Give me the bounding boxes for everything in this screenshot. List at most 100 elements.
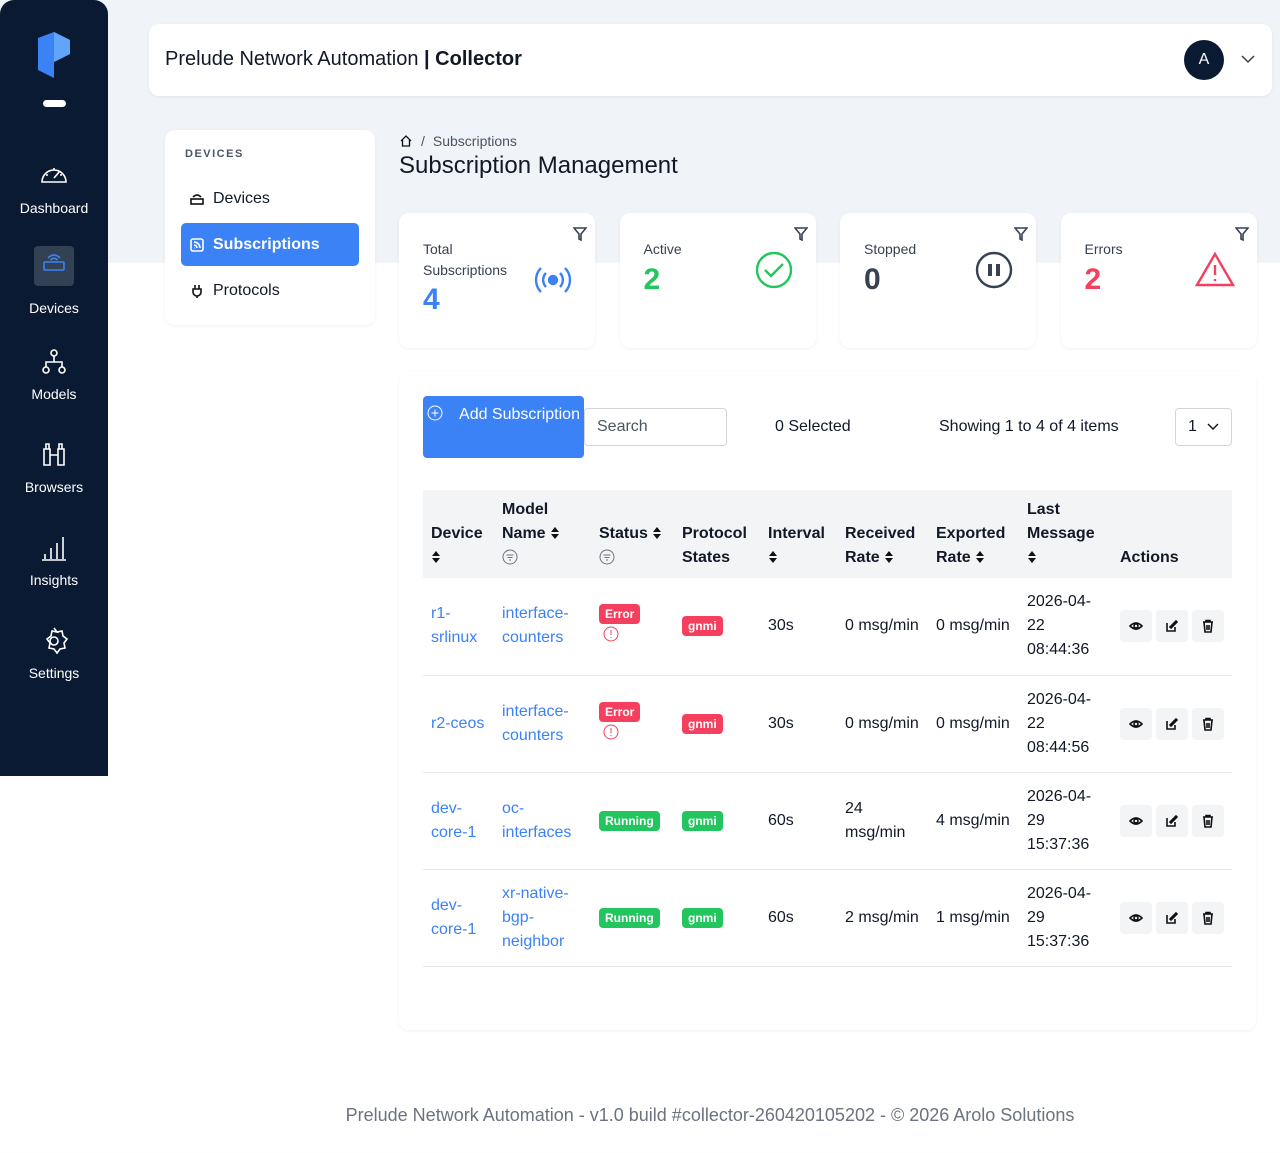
page-size: 1 [1188,418,1197,435]
filter-button[interactable] [792,227,809,246]
device-link[interactable]: r2-ceos [431,714,485,732]
stat-card[interactable]: Stopped 0 [840,213,1036,348]
cell-received: 24 msg/min [837,772,928,870]
selected-count: 0 Selected [775,418,851,435]
icon [1129,719,1143,728]
model-link[interactable]: oc-interfaces [502,799,572,841]
stat-card[interactable]: Total Subscriptions 4 [399,213,595,348]
app-name: Prelude Network Automation [165,48,419,70]
edit-button[interactable] [1156,610,1188,643]
sidebar-item[interactable]: Dashboard [0,160,108,216]
model-link[interactable]: interface-counters [502,702,569,744]
stat-label: Total Subscriptions [423,241,508,278]
sort-icon[interactable] [975,550,985,564]
view-button[interactable] [1120,901,1152,934]
logo [38,32,70,78]
user-menu-chevron[interactable] [1241,54,1255,64]
view-button[interactable] [1120,610,1152,643]
error-info-icon[interactable] [603,724,619,740]
breadcrumb-current: Subscriptions [432,133,517,149]
add-subscription-button[interactable]: Add Subscription [423,396,584,458]
column-title: Actions [1120,549,1179,566]
icon [1166,814,1179,827]
icon [190,237,204,252]
delete-button[interactable] [1192,804,1224,837]
column-title: Status [599,525,648,542]
footer: Prelude Network Automation - v1.0 build … [345,1105,1075,1125]
device-link[interactable]: dev-core-1 [431,896,477,938]
filter-button[interactable] [1013,227,1029,246]
cell: xr-native-bgp-neighbor [494,869,591,967]
stat-card[interactable]: Active 2 [619,213,816,348]
delete-button[interactable] [1192,707,1224,740]
stat-label: Errors [1084,241,1123,257]
sort-icon[interactable] [768,550,778,564]
avatar[interactable]: A [1184,40,1224,80]
subnav-item[interactable]: Subscriptions [181,223,359,266]
column-title: Protocol States [682,525,747,566]
protocol-badge: gnmi [682,907,723,928]
collapse-handle[interactable] [43,100,66,107]
error-info-icon[interactable] [603,626,619,642]
sort-icon[interactable] [550,526,560,540]
icon [45,627,69,655]
view-button[interactable] [1120,804,1152,837]
edit-button[interactable] [1156,707,1188,740]
stat-value: 2 [1084,263,1102,296]
sidebar-item[interactable]: Devices [0,246,108,316]
cell: gnmi [674,578,760,676]
sort-icon[interactable] [652,526,662,540]
sort-icon[interactable] [884,550,894,564]
stat-card[interactable]: Errors 2 [1060,213,1257,348]
cell-received: 2 msg/min [837,869,928,967]
column-title: Model Name [502,501,549,542]
filter-icon[interactable] [599,549,615,565]
delete-button[interactable] [1192,610,1224,643]
sidebar-item[interactable]: Insights [0,532,108,588]
edit-button[interactable] [1156,804,1188,837]
icon [1203,911,1213,925]
model-link[interactable]: xr-native-bgp-neighbor [502,884,569,950]
sidebar-item[interactable]: Models [0,346,108,402]
icon [534,267,572,293]
filter-button[interactable] [572,227,588,246]
cell: gnmi [674,675,760,773]
delete-button[interactable] [1192,901,1224,934]
icon [192,284,202,298]
view-button[interactable] [1120,707,1152,740]
subscriptions-table: Device Model Name Status Protocol States… [423,490,1232,967]
sidebar-label: Dashboard [19,200,89,216]
page-size-select[interactable]: 1 [1175,408,1232,446]
protocol-badge: gnmi [682,616,723,637]
cell: r2-ceos [423,675,494,773]
filter-icon[interactable] [502,549,518,565]
icon [1129,622,1143,631]
cell-received: 0 msg/min [837,578,928,676]
sort-icon[interactable] [431,550,441,564]
home-icon[interactable] [399,134,413,148]
subnav-item[interactable]: Devices [181,177,359,220]
cell-exported: 0 msg/min [928,675,1019,773]
sidebar: Dashboard Devices Models Browsers Insights Se… [0,0,108,776]
device-link[interactable]: r1-srlinux [431,605,478,647]
cell-interval: 30s [760,578,837,676]
cell-exported: 0 msg/min [928,578,1019,676]
column-header: Protocol States [674,490,760,578]
device-link[interactable]: dev-core-1 [431,799,477,841]
edit-button[interactable] [1156,901,1188,934]
stat-icon [1194,250,1235,295]
sidebar-item[interactable]: Browsers [0,439,108,495]
search-input[interactable]: Search [584,408,727,446]
status-badge: Error [599,604,641,625]
sidebar-item[interactable]: Settings [0,625,108,681]
filter-button[interactable] [1233,227,1250,246]
subnav-item[interactable]: Protocols [181,269,359,312]
sort-icon[interactable] [1027,550,1037,564]
model-link[interactable]: interface-counters [502,605,569,647]
breadcrumb-sep: / [421,133,425,149]
cell: interface-counters [494,675,591,773]
protocol-badge: gnmi [682,713,723,734]
icon [190,193,204,205]
icon [1203,717,1213,731]
